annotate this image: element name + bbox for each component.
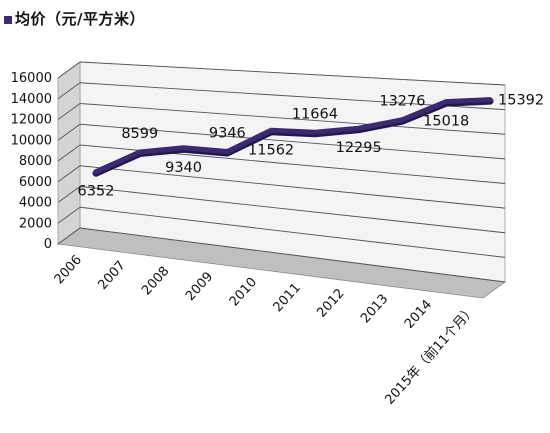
x-tick-label: 2008 bbox=[139, 264, 172, 299]
y-tick-label: 16000 bbox=[11, 71, 52, 86]
gridline-side bbox=[57, 186, 81, 203]
gridline-side bbox=[57, 165, 81, 183]
gridline-side bbox=[57, 103, 81, 120]
y-tick-label: 0 bbox=[44, 237, 52, 252]
gridline-side bbox=[57, 227, 81, 245]
data-label: 9340 bbox=[165, 160, 202, 176]
y-tick-label: 6000 bbox=[19, 175, 52, 190]
data-point bbox=[182, 146, 186, 150]
x-tick-label: 2012 bbox=[314, 286, 347, 321]
x-tick-label: 2013 bbox=[358, 292, 391, 327]
data-point bbox=[488, 98, 492, 102]
y-tick-label: 4000 bbox=[19, 196, 52, 211]
y-tick-label: 2000 bbox=[19, 216, 52, 231]
gridline bbox=[79, 103, 506, 135]
legend: 均价（元/平方米） bbox=[4, 8, 145, 29]
data-point bbox=[138, 150, 142, 154]
data-point bbox=[444, 100, 448, 104]
x-tick-label: 2011 bbox=[271, 280, 304, 315]
x-tick-label: 2010 bbox=[227, 275, 260, 310]
x-tick-label: 2015年（前11个月） bbox=[382, 302, 479, 408]
data-point bbox=[313, 130, 317, 134]
gridline-side bbox=[57, 82, 81, 100]
gridline-side bbox=[57, 206, 81, 224]
gridline-side bbox=[57, 144, 81, 162]
gridline-side bbox=[57, 61, 81, 79]
data-label: 13276 bbox=[379, 94, 425, 110]
data-label: 6352 bbox=[78, 184, 115, 200]
legend-swatch bbox=[4, 15, 12, 24]
data-label: 11562 bbox=[248, 142, 294, 158]
gridline bbox=[79, 206, 506, 258]
data-point bbox=[225, 149, 229, 153]
legend-label: 均价（元/平方米） bbox=[15, 10, 145, 28]
x-tick-label: 2014 bbox=[402, 297, 435, 332]
x-tick-label: 2007 bbox=[95, 258, 128, 293]
gridline bbox=[79, 165, 506, 209]
data-label: 8599 bbox=[121, 126, 158, 142]
gridline bbox=[79, 61, 506, 86]
gridline bbox=[79, 227, 506, 283]
data-point bbox=[94, 170, 98, 174]
gridline-side bbox=[57, 123, 81, 141]
data-label: 15392 bbox=[498, 93, 544, 109]
data-label: 9346 bbox=[209, 125, 246, 141]
data-label: 12295 bbox=[336, 140, 382, 156]
data-label: 15018 bbox=[423, 114, 469, 130]
y-tick-label: 10000 bbox=[11, 133, 52, 148]
x-tick-label: 2006 bbox=[52, 253, 85, 288]
gridline bbox=[79, 186, 506, 234]
y-tick-label: 14000 bbox=[11, 92, 52, 107]
y-tick-label: 12000 bbox=[11, 113, 52, 128]
y-tick-label: 8000 bbox=[19, 154, 52, 169]
data-point bbox=[400, 118, 404, 122]
series-line bbox=[93, 97, 493, 175]
data-label: 11664 bbox=[292, 106, 338, 122]
gridline bbox=[79, 123, 506, 160]
x-tick-label: 2009 bbox=[183, 269, 216, 304]
data-point bbox=[269, 128, 273, 132]
data-point bbox=[357, 126, 361, 130]
